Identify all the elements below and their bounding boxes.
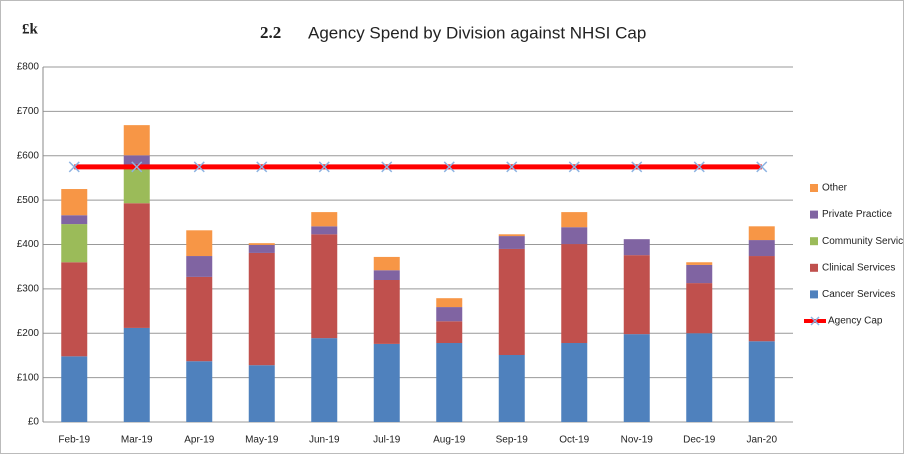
bar-segment [311, 226, 338, 235]
bar-segment [623, 239, 650, 256]
x-tick-label: Jun-19 [309, 435, 340, 446]
x-tick-label: Aug-19 [433, 435, 466, 446]
bar-segment [373, 256, 400, 271]
y-tick-label: £100 [17, 372, 40, 383]
y-tick-label: £600 [17, 150, 40, 161]
cap-marker [381, 161, 393, 173]
legend-swatch [810, 210, 818, 219]
x-tick-label: Feb-19 [58, 435, 90, 446]
legend-swatch [810, 237, 818, 246]
x-tick-label: Mar-19 [121, 435, 153, 446]
bar-segment [311, 212, 338, 227]
y-tick-label: £700 [17, 106, 40, 117]
bar-segment [248, 244, 275, 253]
legend-marker [810, 316, 820, 326]
bar-segment [561, 212, 588, 228]
x-tick-label: Dec-19 [683, 435, 716, 446]
cap-marker [256, 161, 268, 173]
bar-segment [61, 189, 88, 216]
bar-segment [373, 270, 400, 280]
bar-segment [311, 234, 338, 339]
y-tick-label: £300 [17, 284, 40, 295]
bar-segment [498, 354, 525, 422]
bar-segment [123, 125, 150, 156]
bar-segment [186, 230, 213, 257]
cap-marker [193, 161, 205, 173]
bar-segment [61, 215, 88, 225]
y-tick-label: £200 [17, 328, 40, 339]
x-tick-label: Oct-19 [559, 435, 589, 446]
cap-marker [693, 161, 705, 173]
cap-marker [756, 161, 768, 173]
bar-segment [123, 203, 150, 328]
x-tick-label: May-19 [245, 435, 279, 446]
bar-segment [436, 343, 463, 422]
x-tick-label: Jul-19 [373, 435, 401, 446]
bar-segment [748, 240, 775, 257]
bar-segment [748, 226, 775, 241]
bar-segment [748, 341, 775, 422]
bar-segment [61, 356, 88, 422]
bar-segment [186, 256, 213, 277]
bar-segment [561, 227, 588, 245]
x-tick-label: Sep-19 [496, 435, 529, 446]
bar-segment [623, 334, 650, 422]
cap-marker [68, 161, 80, 173]
bar-segment [561, 343, 588, 422]
cap-marker [631, 161, 643, 173]
bar-segment [311, 338, 338, 422]
bar-segment [61, 224, 88, 263]
legend-label: Cancer Services [822, 289, 895, 300]
bar-segment [498, 248, 525, 355]
bar-segment [686, 333, 713, 422]
legend-label: Other [822, 183, 848, 194]
bar-segment [123, 155, 150, 168]
legend-label: Clinical Services [822, 262, 895, 273]
bar-segment [748, 256, 775, 342]
bar-segment [248, 252, 275, 366]
bar-segment [248, 243, 275, 245]
bar-segment [61, 262, 88, 357]
legend-swatch [810, 290, 818, 299]
cap-marker [568, 161, 580, 173]
legend-swatch [810, 263, 818, 272]
bar-segment [186, 361, 213, 422]
bar-segment [186, 276, 213, 362]
x-tick-label: Apr-19 [184, 435, 214, 446]
y-tick-label: £800 [17, 62, 40, 73]
bar-segment [436, 321, 463, 344]
bar-segment [123, 167, 150, 204]
bar-segment [561, 244, 588, 344]
legend-swatch [810, 184, 818, 192]
bar-segment [686, 262, 713, 265]
bar-segment [623, 255, 650, 335]
bar-segment [498, 234, 525, 237]
cap-marker [131, 161, 143, 173]
bar-segment [498, 236, 525, 249]
bar-segment [123, 327, 150, 422]
y-tick-label: £500 [17, 195, 40, 206]
bar-segment [686, 283, 713, 334]
chart-title: Agency Spend by Division against NHSI Ca… [308, 23, 646, 42]
y-tick-label: £400 [17, 239, 40, 250]
bar-segment [373, 280, 400, 344]
cap-marker [318, 161, 330, 173]
bar-segment [436, 298, 463, 308]
unit-label: £k [22, 21, 39, 37]
bar-segment [686, 264, 713, 284]
bar-segment [248, 365, 275, 422]
title-number: 2.2 [260, 23, 281, 42]
x-tick-label: Nov-19 [621, 435, 654, 446]
bar-segment [373, 343, 400, 422]
cap-marker [506, 161, 518, 173]
bar-segment [436, 307, 463, 322]
x-tick-label: Jan-20 [746, 435, 777, 446]
y-tick-label: £0 [28, 417, 40, 428]
legend-label: Community Servic [822, 236, 903, 247]
cap-marker [443, 161, 455, 173]
legend-label: Private Practice [822, 209, 892, 220]
legend-label: Agency Cap [828, 316, 883, 327]
